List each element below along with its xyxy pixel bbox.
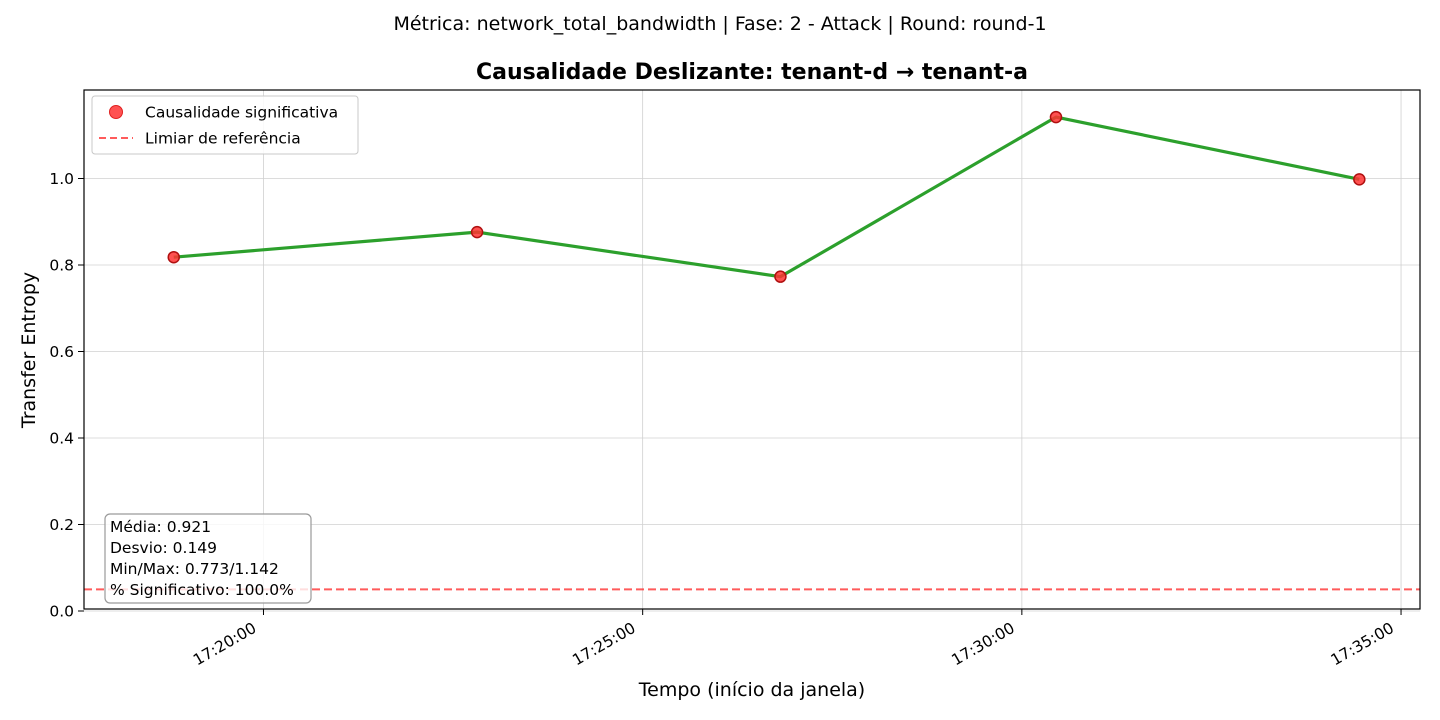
y-tick-label: 1.0	[49, 170, 74, 188]
data-point	[1353, 173, 1366, 186]
y-tick-label: 0.2	[49, 516, 74, 534]
x-tick-label: 17:30:00	[949, 619, 1018, 669]
legend-marker-icon	[109, 105, 123, 119]
y-axis-label: Transfer Entropy	[18, 272, 40, 429]
stats-line: Média: 0.921	[110, 518, 211, 536]
x-tick-label: 17:35:00	[1328, 619, 1397, 669]
legend: Causalidade significativa Limiar de refer…	[91, 95, 359, 155]
data-point	[167, 250, 180, 264]
stats-box-frame	[104, 513, 312, 604]
plot-frame	[83, 89, 1421, 610]
chart-title: Causalidade Deslizante: tenant-d → tenan…	[476, 60, 1028, 85]
stats-box: Média: 0.921 Desvio: 0.149 Min/Max: 0.773/…	[104, 513, 312, 604]
y-tick-label: 0.0	[49, 603, 74, 621]
series-layer	[167, 110, 1366, 283]
stats-line: Min/Max: 0.773/1.142	[110, 560, 279, 578]
x-axis-label: Tempo (início da janela)	[638, 679, 865, 701]
chart-suptitle: Métrica: network_total_bandwidth | Fase:…	[393, 13, 1046, 35]
y-tick-label: 0.6	[49, 343, 74, 361]
y-tick-label: 0.8	[49, 257, 74, 275]
x-tick-label: 17:25:00	[569, 619, 638, 669]
legend-box	[91, 95, 359, 155]
x-tick-label: 17:20:00	[190, 619, 259, 669]
legend-label: Causalidade significativa	[145, 104, 338, 122]
data-point	[774, 270, 787, 283]
y-tick-label: 0.4	[49, 430, 74, 448]
data-point	[1049, 110, 1063, 124]
stats-line: Desvio: 0.149	[110, 539, 217, 557]
stats-line: % Significativo: 100.0%	[110, 581, 294, 599]
legend-label: Limiar de referência	[145, 130, 301, 148]
data-point	[470, 225, 484, 239]
